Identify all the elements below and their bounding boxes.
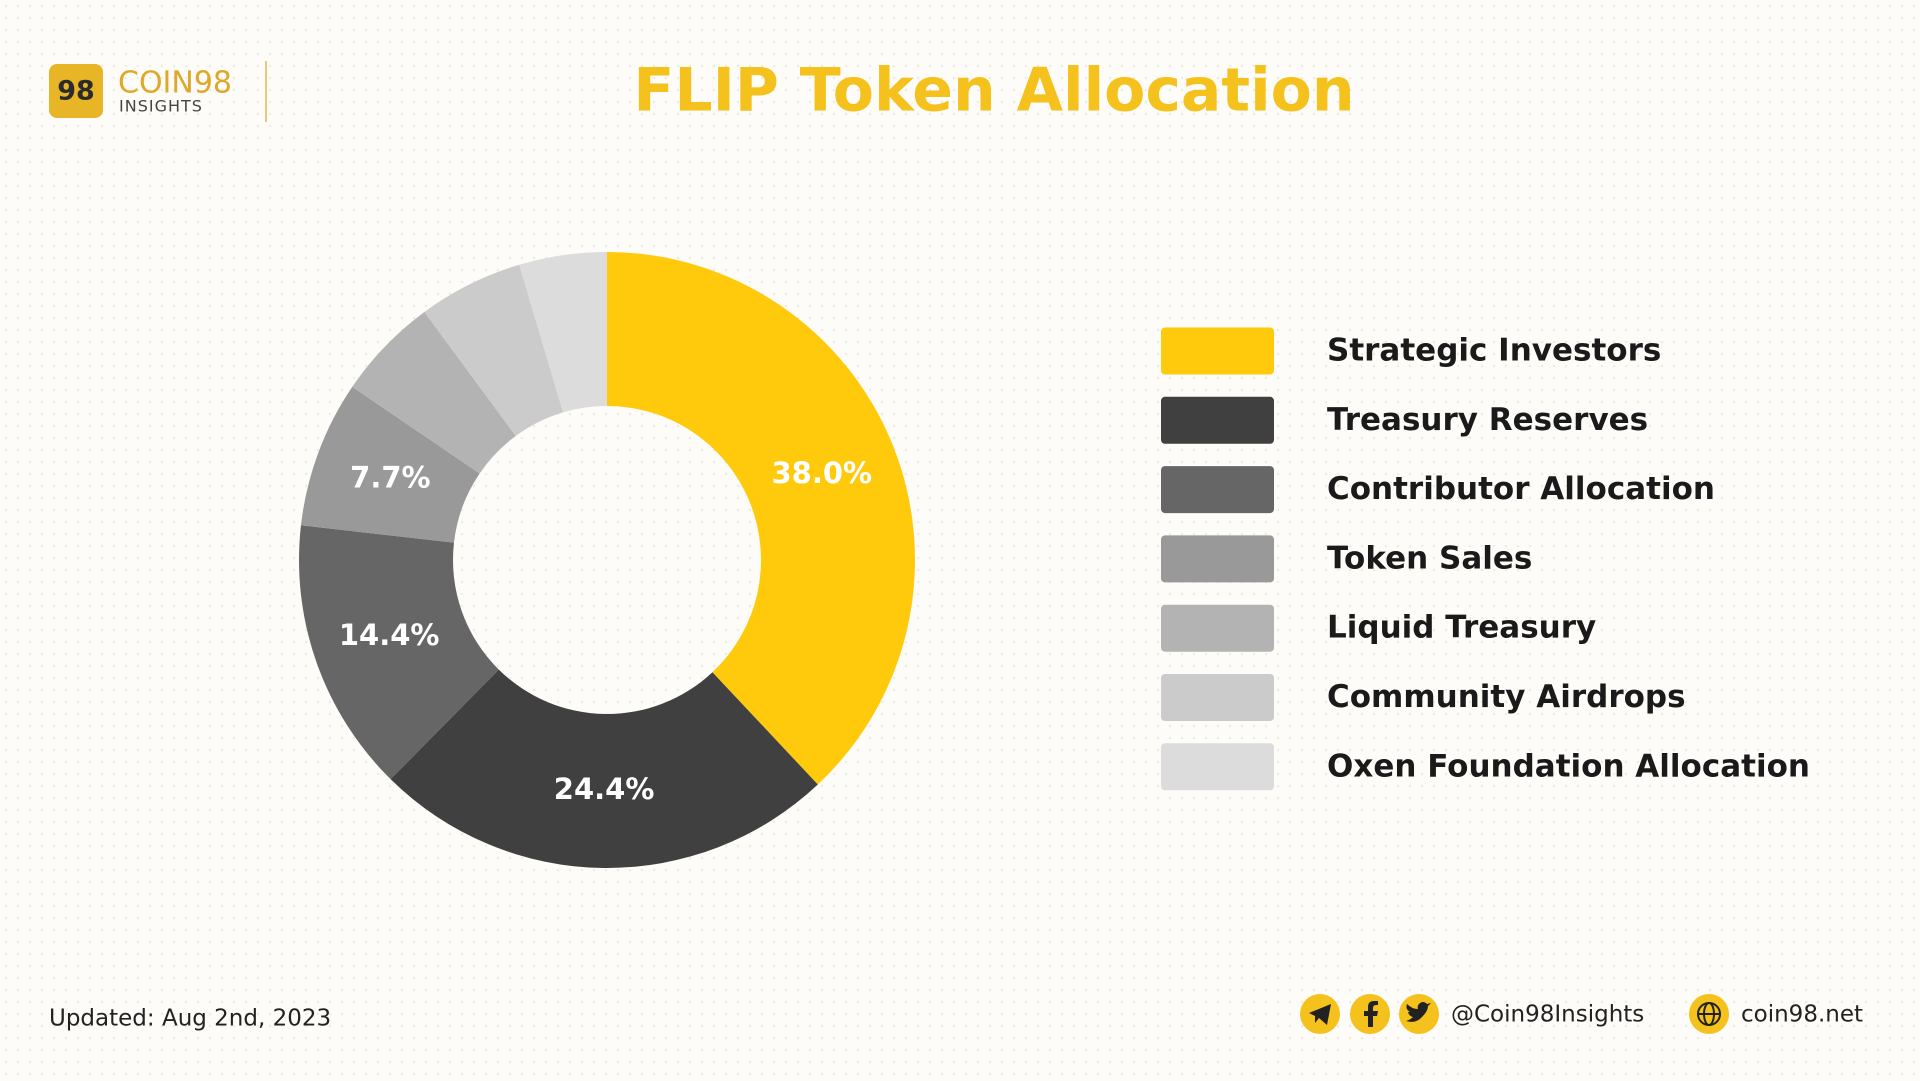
slice (298, 525, 499, 780)
slice (390, 669, 818, 868)
slice (519, 252, 607, 413)
twitter-glyph (1406, 1002, 1431, 1022)
logo-name: COIN98 (118, 66, 232, 101)
legend-swatch (1161, 535, 1274, 583)
chart-title: FLIP Token Allocation (633, 56, 1354, 126)
data-label: 24.4% (554, 772, 655, 806)
logo-sub: INSIGHTS (119, 97, 203, 116)
logo-badge (49, 64, 103, 118)
slice (300, 386, 480, 543)
legend-label: Contributor Allocation (1327, 471, 1715, 507)
legend-label: Token Sales (1327, 540, 1532, 576)
logo-badge-text: 98 (57, 76, 95, 107)
donut: 38.0% 24.4% 14.4% 7.7% (298, 252, 915, 868)
legend-swatch (1161, 396, 1274, 444)
updated-date: Updated: Aug 2nd, 2023 (49, 1006, 331, 1032)
globe-icon (1689, 994, 1729, 1034)
legend-swatch (1161, 604, 1274, 652)
telegram-glyph (1309, 1004, 1331, 1025)
social-icons (1300, 994, 1439, 1034)
slice (607, 252, 915, 785)
legend-label: Oxen Foundation Allocation (1327, 748, 1810, 784)
slice (424, 264, 564, 436)
slice (352, 311, 516, 474)
data-label: 14.4% (339, 618, 440, 652)
website[interactable]: coin98.net (1741, 1002, 1863, 1028)
social-handle[interactable]: @Coin98Insights (1451, 1002, 1644, 1028)
data-label: 38.0% (771, 456, 872, 490)
legend-swatch (1161, 743, 1274, 791)
facebook-glyph (1364, 1001, 1378, 1027)
data-label: 7.7% (350, 461, 430, 495)
legend-label: Treasury Reserves (1327, 402, 1648, 438)
legend-label: Strategic Investors (1327, 333, 1661, 369)
legend-label: Liquid Treasury (1327, 610, 1596, 646)
legend: Strategic Investors Treasury Reserves Cont… (1161, 327, 1810, 791)
legend-label: Community Airdrops (1327, 679, 1686, 715)
legend-swatch (1161, 466, 1274, 514)
legend-swatch (1161, 327, 1274, 375)
legend-swatch (1161, 674, 1274, 721)
